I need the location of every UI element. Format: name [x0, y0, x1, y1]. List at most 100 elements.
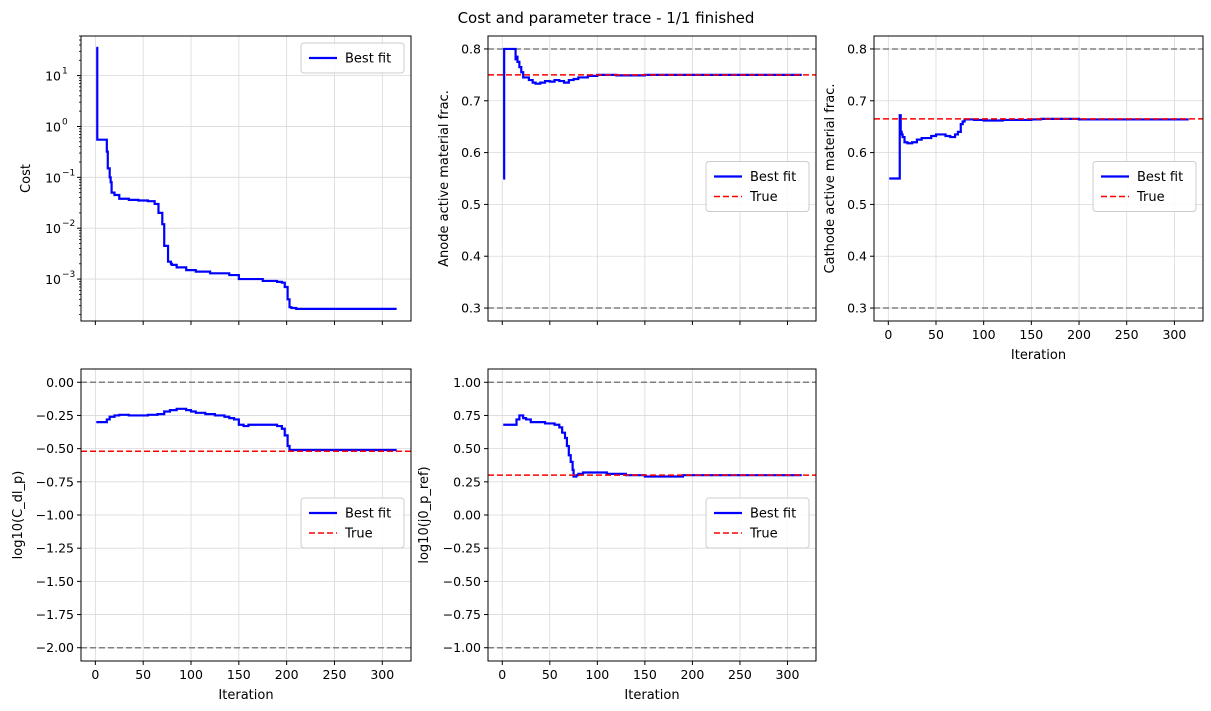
legend-label: True [1136, 190, 1165, 205]
x-tick-label: 300 [1162, 327, 1186, 342]
legend-label: True [749, 527, 778, 542]
y-tick-exponent: −2 [62, 219, 75, 229]
legend-box [705, 497, 810, 549]
x-tick-label: 300 [776, 667, 800, 682]
y-axis-label: log10(C_dl_p) [11, 471, 26, 560]
legend-box [300, 497, 405, 549]
x-tick-label: 250 [1115, 327, 1139, 342]
legend-label: Best fit [345, 52, 391, 67]
y-tick-label: 0.25 [453, 474, 481, 489]
y-tick-label: −0.75 [443, 607, 481, 622]
y-tick-label: −0.50 [36, 441, 74, 456]
y-tick-label: 1.00 [453, 375, 481, 390]
y-tick-exponent: −1 [62, 168, 75, 178]
y-tick-exponent: 1 [62, 67, 68, 77]
legend: Best fit True [300, 497, 405, 549]
y-tick-label: 0.50 [453, 441, 481, 456]
y-tick-label: −1.00 [443, 640, 481, 655]
best-fit-line [96, 407, 397, 452]
best-fit-line [889, 114, 1189, 180]
y-tick-label: 10 [45, 69, 61, 84]
x-tick-label: 200 [1067, 327, 1091, 342]
legend-label: True [749, 190, 778, 205]
y-tick-label: 0.8 [847, 41, 867, 56]
y-tick-label: −2.00 [36, 640, 74, 655]
y-tick-label: 10 [45, 170, 61, 185]
y-tick-label: −1.75 [36, 607, 74, 622]
x-tick-label: 150 [633, 667, 657, 682]
y-tick-exponent: −3 [62, 270, 75, 280]
y-tick-label: 0.3 [847, 301, 867, 316]
x-axis-label: Iteration [624, 688, 679, 703]
x-tick-label: 300 [370, 667, 394, 682]
x-tick-label: 250 [323, 667, 347, 682]
y-tick-exponent: 0 [62, 117, 68, 127]
chart-anode: 0.3 0.4 0.5 0.6 0.7 0.8 Anode active material … [437, 35, 817, 325]
y-tick-label: 10 [45, 221, 61, 236]
axes-frame [873, 35, 1204, 322]
figure-title: Cost and parameter trace - 1/1 finished [458, 9, 755, 27]
legend-box [300, 42, 405, 74]
y-tick-label: −0.25 [443, 541, 481, 556]
y-tick-label: 0.4 [461, 249, 481, 264]
y-tick-label: −0.75 [36, 474, 74, 489]
chart-j0: 0 50 100 150 200 250 300 −1.00 −0.75 −0.50 −0.25 0.… [417, 368, 817, 703]
legend-box [1092, 161, 1197, 212]
legend: Best fit True [705, 497, 810, 549]
y-axis-label: Anode active material frac. [437, 90, 452, 267]
best-fit-line [503, 414, 802, 478]
y-axis-label: Cathode active material frac. [823, 84, 838, 274]
best-fit-line [96, 46, 397, 310]
x-axis-label: Iteration [1011, 348, 1066, 363]
best-fit-line [503, 47, 802, 180]
x-tick-label: 100 [179, 667, 203, 682]
x-tick-label: 50 [542, 667, 558, 682]
y-tick-label: 0.00 [46, 375, 74, 390]
y-tick-label: −1.25 [36, 541, 74, 556]
x-tick-label: 50 [135, 667, 151, 682]
y-tick-label: 0.3 [461, 301, 481, 316]
legend-label: Best fit [345, 507, 391, 522]
x-tick-label: 150 [1019, 327, 1043, 342]
x-tick-label: 0 [91, 667, 99, 682]
x-tick-label: 200 [275, 667, 299, 682]
axes-frame [80, 35, 412, 322]
legend-box [705, 161, 810, 212]
y-tick-label: 0.8 [461, 41, 481, 56]
x-tick-label: 100 [972, 327, 996, 342]
y-tick-label: 0.00 [453, 508, 481, 523]
y-tick-label: −1.00 [36, 508, 74, 523]
y-tick-label: 0.75 [453, 408, 481, 423]
x-axis-label: Iteration [218, 688, 273, 703]
legend: Best fit [300, 42, 405, 74]
chart-cathode: 0 50 100 150 200 250 300 0.3 0.4 0.5 0.6 0.7 0.8 Iter… [823, 35, 1204, 363]
y-tick-label: 0.5 [847, 197, 867, 212]
x-tick-label: 150 [227, 667, 251, 682]
y-axis-label: log10(j0_p_ref) [417, 466, 432, 563]
y-tick-label: 0.6 [847, 145, 867, 160]
y-tick-label: 0.7 [461, 93, 481, 108]
legend: Best fit True [1092, 161, 1197, 212]
legend: Best fit True [705, 161, 810, 212]
x-tick-label: 50 [928, 327, 944, 342]
y-tick-label: 0.7 [847, 93, 867, 108]
chart-cdl: 0 50 100 150 200 250 300 −2.00 −1.75 −1.50 −1.25 −1… [11, 368, 412, 703]
y-tick-label: 10 [45, 119, 61, 134]
legend-label: Best fit [750, 170, 796, 185]
y-tick-label: −0.25 [36, 408, 74, 423]
y-tick-label: 0.6 [461, 145, 481, 160]
y-axis-label: Cost [19, 164, 34, 193]
x-tick-label: 100 [585, 667, 609, 682]
y-tick-label: 0.4 [847, 249, 867, 264]
x-tick-label: 0 [498, 667, 506, 682]
x-tick-label: 200 [680, 667, 704, 682]
y-tick-label: 0.5 [461, 197, 481, 212]
grid-cost [81, 36, 411, 321]
legend-label: Best fit [750, 507, 796, 522]
y-tick-label: 10 [45, 272, 61, 287]
axes-frame [487, 35, 817, 322]
legend-label: True [344, 527, 373, 542]
